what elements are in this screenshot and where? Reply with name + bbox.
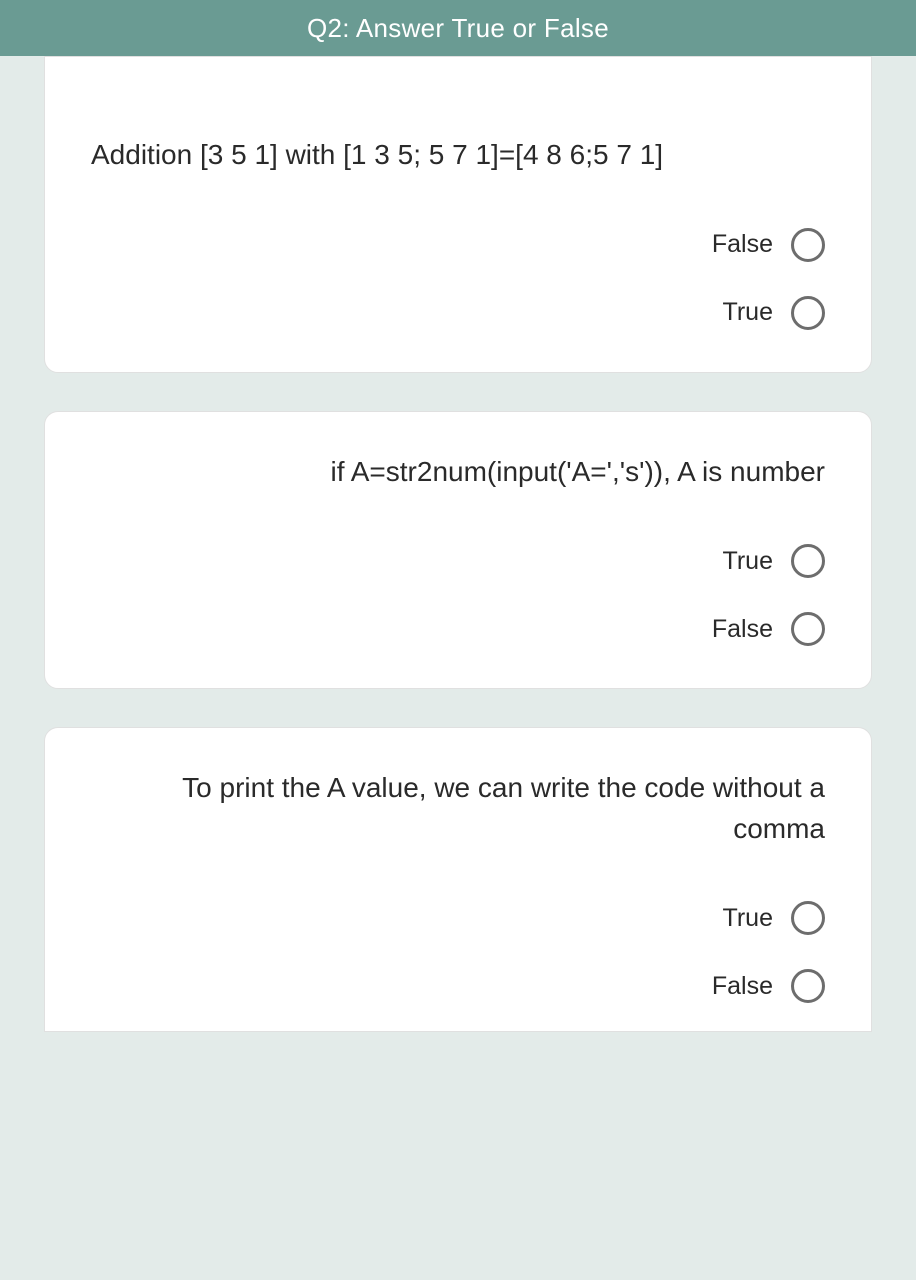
question-card: if A=str2num(input('A=','s')), A is numb… (44, 411, 872, 690)
radio-icon (791, 901, 825, 935)
radio-icon (791, 969, 825, 1003)
radio-icon (791, 296, 825, 330)
radio-icon (791, 228, 825, 262)
option-label: False (712, 972, 773, 1001)
radio-icon (791, 612, 825, 646)
question-text: To print the A value, we can write the c… (91, 768, 825, 849)
option-false[interactable]: False (712, 228, 825, 262)
option-label: True (723, 547, 773, 576)
option-true[interactable]: True (723, 544, 825, 578)
option-true[interactable]: True (723, 296, 825, 330)
options-group: True False (91, 901, 825, 1003)
option-label: False (712, 615, 773, 644)
option-true[interactable]: True (723, 901, 825, 935)
quiz-header: Q2: Answer True or False (0, 0, 916, 56)
question-card: To print the A value, we can write the c… (44, 727, 872, 1032)
radio-icon (791, 544, 825, 578)
question-card: Addition [3 5 1] with [1 3 5; 5 7 1]=[4 … (44, 56, 872, 373)
option-label: True (723, 298, 773, 327)
option-label: True (723, 904, 773, 933)
option-false[interactable]: False (712, 969, 825, 1003)
option-label: False (712, 230, 773, 259)
option-false[interactable]: False (712, 612, 825, 646)
question-text: Addition [3 5 1] with [1 3 5; 5 7 1]=[4 … (91, 135, 825, 176)
options-group: False True (91, 228, 825, 330)
question-list: Addition [3 5 1] with [1 3 5; 5 7 1]=[4 … (0, 56, 916, 1032)
header-title: Q2: Answer True or False (307, 13, 609, 44)
question-text: if A=str2num(input('A=','s')), A is numb… (91, 452, 825, 493)
options-group: True False (91, 544, 825, 646)
